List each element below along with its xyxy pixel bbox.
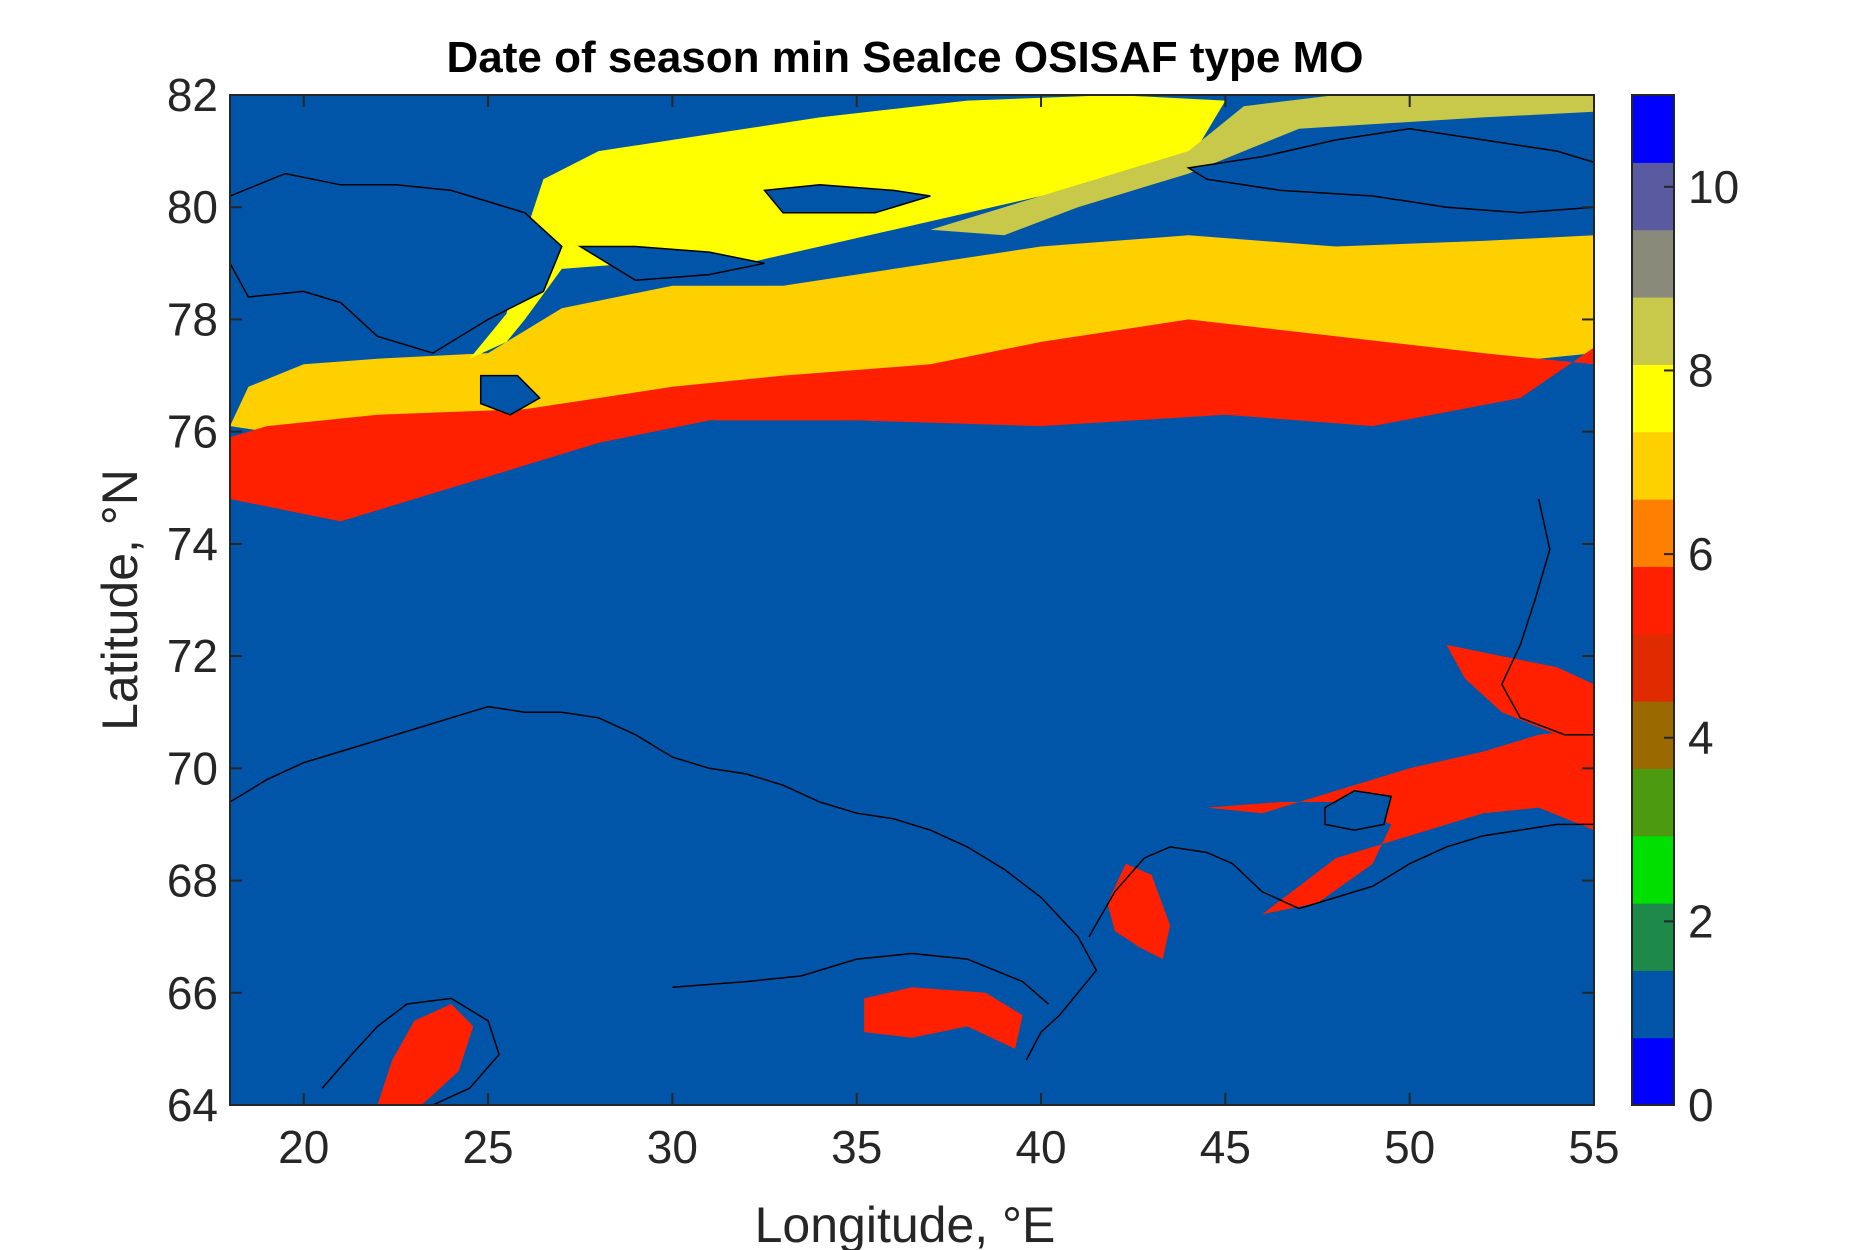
colorbar-segment (1632, 768, 1674, 837)
y-tick-label: 68 (167, 855, 218, 907)
colorbar-segment (1632, 95, 1674, 163)
x-tick-label: 30 (647, 1121, 698, 1173)
y-axis-label: Latitude, °N (92, 469, 148, 731)
colorbar-segment (1632, 566, 1674, 635)
x-tick-label: 55 (1568, 1121, 1619, 1173)
colorbar-segment (1632, 364, 1674, 433)
y-tick-label: 66 (167, 967, 218, 1019)
colorbar-segment (1632, 229, 1674, 298)
region-north-olive (930, 95, 1594, 236)
plot-area (230, 95, 1594, 1105)
x-tick-label: 40 (1015, 1121, 1066, 1173)
island-kvitoya (763, 184, 931, 214)
colorbar-segment (1632, 162, 1674, 231)
y-tick-label: 76 (167, 406, 218, 458)
y-tick-label: 80 (167, 181, 218, 233)
colorbar-segment (1632, 297, 1674, 365)
x-tick-label: 50 (1384, 1121, 1435, 1173)
colorbar-segment (1632, 1037, 1674, 1106)
coastline-4 (321, 997, 500, 1105)
region-north-yellow (469, 95, 1226, 359)
x-axis-label: Longitude, °E (755, 1197, 1056, 1250)
island-franz-josef (1186, 127, 1594, 214)
x-tick-label: 35 (831, 1121, 882, 1173)
y-tick-label: 74 (167, 518, 218, 570)
y-tick-label: 70 (167, 742, 218, 794)
region-white-sea-east (1107, 863, 1171, 960)
coastline-0 (230, 705, 1098, 1061)
region-south-red-edge (230, 319, 1594, 522)
island-hopen (479, 374, 541, 416)
colorbar-tick-label: 2 (1688, 895, 1714, 947)
colorbar-segment (1632, 499, 1674, 567)
colorbar-segment (1632, 903, 1674, 971)
colorbar-tick-label: 10 (1688, 161, 1739, 213)
y-tick-label: 72 (167, 630, 218, 682)
coastline-2 (1088, 823, 1594, 938)
region-novaya-coast-red (1446, 644, 1594, 741)
island-kong-karls (577, 245, 765, 281)
colorbar-tick-label: 8 (1688, 344, 1714, 396)
plot-frame (229, 94, 1595, 1106)
y-axis: 64 66 68 70 72 74 76 78 80 82 (167, 69, 1594, 1131)
colorbar-segment (1632, 970, 1674, 1039)
x-tick-label: 25 (462, 1121, 513, 1173)
region-white-sea-south (864, 987, 1023, 1049)
colorbar-segment (1632, 633, 1674, 702)
region-pechora-red (1206, 729, 1594, 915)
y-tick-label: 78 (167, 293, 218, 345)
coastline-1 (672, 952, 1049, 1005)
x-axis: 20 25 30 35 40 45 50 55 (278, 95, 1620, 1173)
y-tick-label: 82 (167, 69, 218, 121)
coastline-3 (1500, 498, 1594, 736)
colorbar-tick-label: 4 (1688, 712, 1714, 764)
colorbar-segment (1632, 431, 1674, 500)
colorbar-tick-label: 6 (1688, 528, 1714, 580)
colorbar: 0 2 4 6 8 10 (1631, 94, 1739, 1131)
x-tick-label: 20 (278, 1121, 329, 1173)
region-gulf-bothnia (377, 1004, 474, 1105)
colorbar-tick-label: 0 (1688, 1079, 1714, 1131)
colorbar-segment (1632, 835, 1674, 904)
chart-title: Date of season min SeaIce OSISAF type MO (447, 33, 1364, 82)
y-tick-label: 64 (167, 1079, 218, 1131)
x-tick-label: 45 (1200, 1121, 1251, 1173)
colorbar-frame (1631, 94, 1675, 1106)
colorbar-segment (1632, 701, 1674, 769)
island-kolguev (1324, 790, 1393, 831)
island-svalbard (230, 172, 563, 354)
